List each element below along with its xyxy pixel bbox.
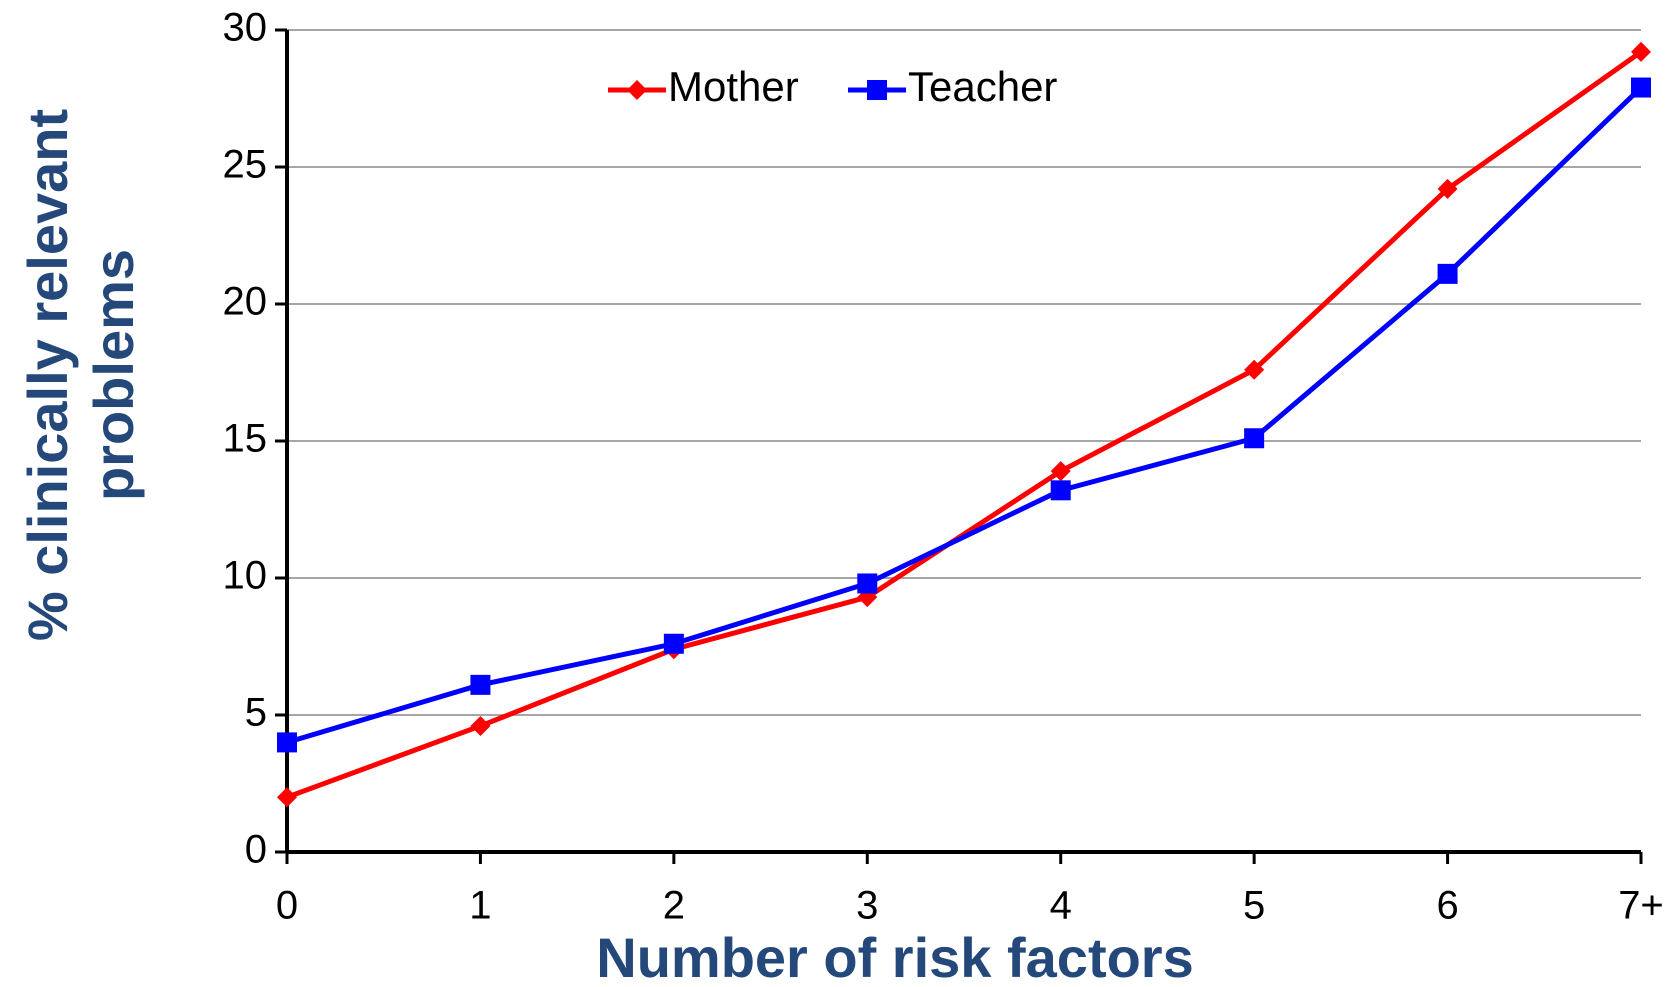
x-tick-label: 6 bbox=[1436, 884, 1458, 928]
x-tick-label: 3 bbox=[856, 884, 878, 928]
x-tick-label: 4 bbox=[1050, 884, 1072, 928]
y-axis-title: problems bbox=[82, 249, 145, 501]
data-point bbox=[470, 715, 491, 736]
x-tick-label: 1 bbox=[469, 884, 491, 928]
y-tick-label: 15 bbox=[223, 417, 268, 461]
y-tick-label: 0 bbox=[245, 828, 267, 872]
data-point bbox=[1244, 359, 1265, 380]
data-point bbox=[1631, 77, 1651, 98]
data-point bbox=[1631, 41, 1651, 62]
x-tick-label: 7+ bbox=[1618, 884, 1664, 928]
x-axis-title: Number of risk factors bbox=[596, 926, 1194, 987]
legend-label: Mother bbox=[668, 63, 799, 110]
data-point bbox=[1437, 263, 1458, 284]
data-point bbox=[1050, 480, 1071, 501]
data-point bbox=[470, 674, 491, 695]
data-point bbox=[1050, 461, 1071, 482]
legend-label: Teacher bbox=[908, 63, 1057, 110]
data-point bbox=[663, 633, 684, 654]
data-point bbox=[277, 787, 297, 808]
legend-marker bbox=[627, 80, 647, 100]
data-point bbox=[277, 732, 297, 753]
y-tick-label: 30 bbox=[223, 6, 268, 50]
legend-marker bbox=[867, 80, 887, 100]
y-tick-label: 25 bbox=[223, 143, 268, 187]
x-tick-label: 0 bbox=[276, 884, 298, 928]
data-point bbox=[1244, 428, 1265, 449]
data-point bbox=[1437, 178, 1458, 199]
y-tick-label: 20 bbox=[223, 280, 268, 324]
series-line bbox=[286, 85, 1643, 745]
y-tick-label: 10 bbox=[223, 554, 268, 598]
y-tick-label: 5 bbox=[245, 691, 267, 735]
x-tick-label: 5 bbox=[1243, 884, 1265, 928]
x-tick-label: 2 bbox=[663, 884, 685, 928]
data-point bbox=[857, 573, 878, 594]
y-axis-title: % clinically relevant bbox=[16, 109, 79, 641]
